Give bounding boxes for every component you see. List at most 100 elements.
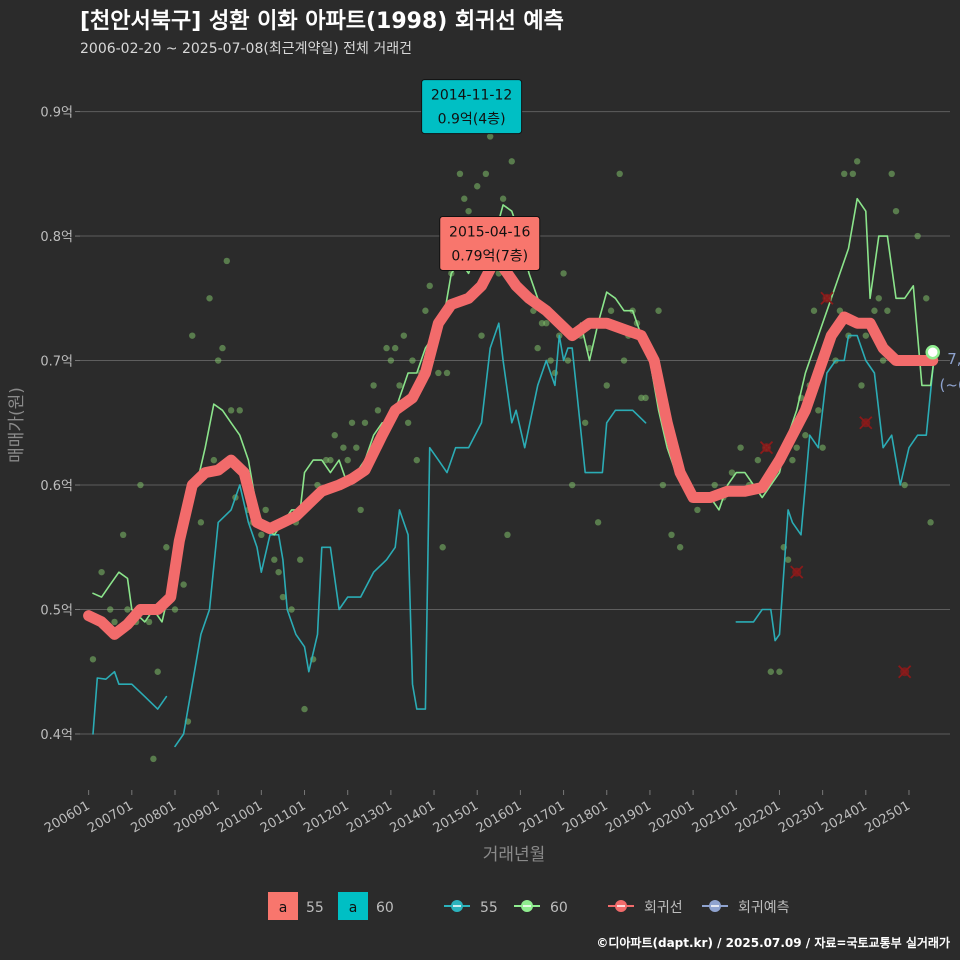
end-label-group: 7,067 (~60㎡) [925,344,960,394]
transaction-point [301,705,308,713]
transaction-point [927,519,934,526]
transaction-point [210,456,218,464]
transaction-point [784,556,792,563]
transaction-point [474,183,481,190]
transaction-point [262,506,269,514]
transaction-point [340,444,347,451]
transaction-point [884,307,891,314]
transaction-point [288,606,295,613]
transaction-point [154,668,161,675]
transaction-point [456,170,464,178]
legend-key-55 [268,892,298,920]
transaction-point [862,332,870,339]
transaction-point [258,531,265,539]
transaction-point [461,195,468,202]
transaction-point [396,382,403,389]
transaction-point [409,357,416,364]
transaction-point [275,568,282,576]
y-tick-label: 0.6억 [40,479,73,494]
transaction-point [841,170,848,178]
transaction-point [594,519,602,526]
transaction-point [858,382,865,389]
transaction-point [923,295,930,302]
transaction-point [560,270,567,277]
caption: ©디아파트(dapt.kr) / 2025.07.09 / 자료=국토교통부 실… [596,935,950,950]
callout-box [439,216,541,271]
cancelled-x-mark [759,441,774,455]
chart-title: [천안서북구] 성환 이화 아파트(1998) 회귀선 예측 [80,9,564,34]
transaction-point [620,357,628,364]
transaction-point [849,170,857,178]
transaction-point [551,369,559,377]
transaction-point [871,307,878,314]
transaction-point [296,556,304,563]
cancelled-x-mark [820,291,834,305]
transaction-point [711,481,718,489]
legend: a 55 a 60 55 60 회귀선 회귀예측 [268,892,790,920]
chart-subtitle: 2006-02-20 ~ 2025-07-08(최근계약일) 전체 거래건 [80,41,412,57]
y-axis-label: 매매가(원) [7,387,27,463]
callout-date: 2014-11-12 [431,88,512,104]
transaction-point [694,506,701,514]
transaction-point [374,407,382,414]
legend-label-55: 55 [480,900,498,916]
transaction-point [404,419,412,426]
transaction-point [370,382,377,389]
callout-value: 0.79억(7층) [451,249,528,265]
transaction-point [163,544,170,551]
transaction-point [802,432,809,439]
transaction-point [331,432,338,439]
transaction-point [534,344,541,352]
transaction-point [439,544,446,551]
transaction-point [171,606,179,613]
transaction-point [111,618,118,626]
callout-box [421,79,523,135]
transaction-point [767,668,775,675]
transaction-point [219,344,226,352]
transaction-point [223,257,230,265]
x-axis-label: 거래년월 [483,845,546,865]
transaction-point [486,133,494,140]
transaction-point [676,544,684,551]
transaction-point [793,444,800,451]
transaction-point [227,407,235,414]
transaction-point [564,357,572,364]
transaction-point [361,419,369,426]
transaction-point [344,456,351,464]
transaction-point [413,456,420,464]
transaction-point [214,357,222,364]
transaction-point [789,456,796,464]
transaction-point [655,307,662,314]
transaction-point [180,581,187,588]
transaction-point [879,357,887,364]
callout-date: 2015-04-16 [449,225,530,241]
transaction-point [819,444,826,451]
transaction-point [508,158,515,165]
transaction-point [642,394,649,402]
transaction-point [668,531,675,539]
transaction-point [853,158,861,165]
transaction-point [422,307,429,314]
forecast-point [925,344,940,360]
transaction-point [119,531,127,539]
transaction-point [197,519,205,526]
transaction-point [728,469,736,476]
transaction-point [98,568,105,576]
transaction-point [914,232,921,240]
transaction-point [383,344,390,352]
transaction-point [586,344,593,352]
transaction-point [888,170,895,178]
transaction-point [603,382,610,389]
y-tick-label: 0.4억 [40,728,73,743]
legend-label-60: 60 [550,900,568,916]
y-axis-ticks: 0.4억 0.5억 0.6억 0.7억 0.8억 0.9억 [40,106,80,743]
y-tick-label: 0.7억 [40,355,73,370]
legend-glyph: a [279,900,288,916]
transaction-point [443,369,451,377]
transaction-point [478,332,485,339]
transaction-point [150,755,157,763]
transaction-point [875,295,882,302]
transaction-point [543,319,550,327]
transaction-point [357,506,364,514]
